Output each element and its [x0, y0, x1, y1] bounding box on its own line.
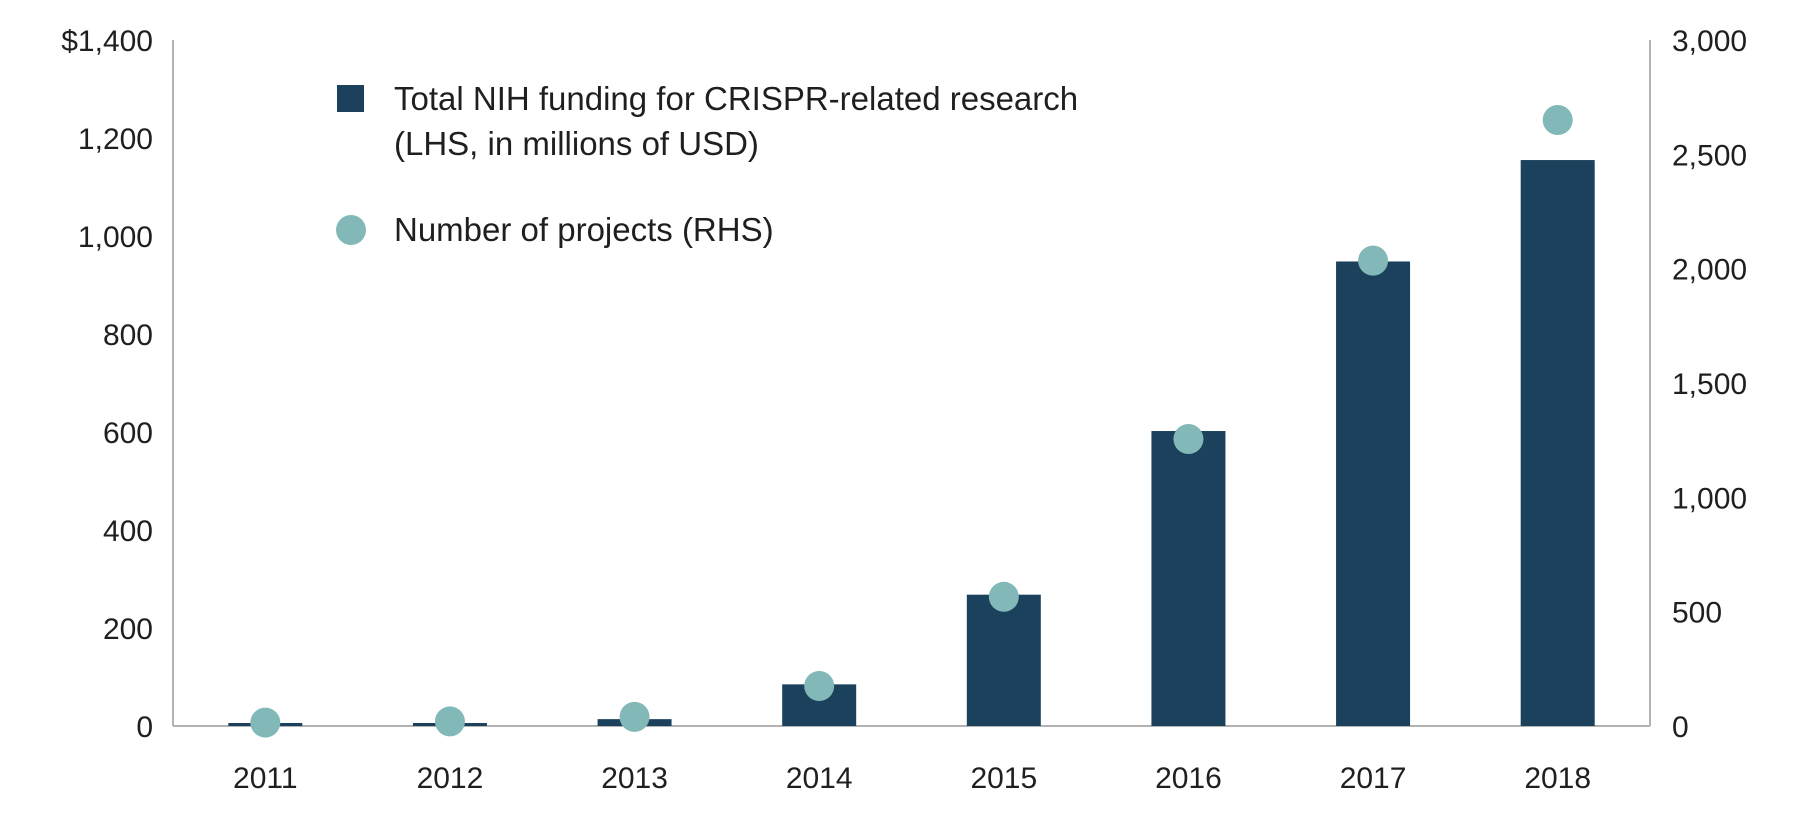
- legend-bar-label: Total NIH funding for CRISPR-related res…: [394, 80, 1078, 117]
- left-tick-label: 400: [103, 515, 153, 548]
- left-tick-label: 1,000: [78, 221, 153, 254]
- legend: Total NIH funding for CRISPR-related res…: [336, 80, 1078, 248]
- x-tick-label: 2017: [1340, 762, 1407, 795]
- projects-point: [1173, 424, 1204, 455]
- left-tick-label: 0: [136, 711, 153, 744]
- left-tick-label: $1,400: [61, 25, 153, 58]
- right-tick-label: 1,000: [1672, 482, 1747, 515]
- legend-bar-label: (LHS, in millions of USD): [394, 125, 759, 162]
- projects-point: [619, 701, 650, 732]
- legend-point-label: Number of projects (RHS): [394, 211, 774, 248]
- projects-point: [1358, 245, 1389, 276]
- funding-bar: [1336, 261, 1411, 726]
- projects-point: [1542, 105, 1573, 136]
- projects-point: [804, 670, 835, 701]
- x-tick-label: 2012: [417, 762, 484, 795]
- right-tick-label: 0: [1672, 711, 1689, 744]
- legend-point-swatch: [336, 215, 366, 245]
- projects-point: [250, 707, 281, 738]
- projects-point: [988, 581, 1019, 612]
- right-tick-label: 2,000: [1672, 254, 1747, 287]
- x-tick-label: 2011: [233, 762, 298, 795]
- bars-layer: [228, 160, 1595, 727]
- points-layer: [250, 105, 1573, 738]
- funding-bar: [1520, 160, 1595, 727]
- left-tick-label: 800: [103, 319, 153, 352]
- right-tick-label: 1,500: [1672, 368, 1747, 401]
- left-tick-label: 1,200: [78, 123, 153, 156]
- right-tick-label: 500: [1672, 597, 1722, 630]
- left-tick-label: 200: [103, 613, 153, 646]
- funding-bar: [966, 594, 1041, 726]
- right-tick-label: 2,500: [1672, 139, 1747, 172]
- left-tick-label: 600: [103, 417, 153, 450]
- x-tick-label: 2014: [786, 762, 853, 795]
- projects-point: [434, 706, 465, 737]
- legend-bar-swatch: [337, 85, 364, 112]
- funding-bar: [1151, 431, 1226, 726]
- x-tick-label: 2015: [970, 762, 1037, 795]
- x-tick-label: 2013: [601, 762, 668, 795]
- x-tick-label: 2018: [1524, 762, 1591, 795]
- right-tick-label: 3,000: [1672, 25, 1747, 58]
- tick-labels-layer: 0 200 400 600 800 1,000 1,200 $1,400 0 500 1,000 1,…: [61, 25, 1747, 795]
- x-tick-label: 2016: [1155, 762, 1222, 795]
